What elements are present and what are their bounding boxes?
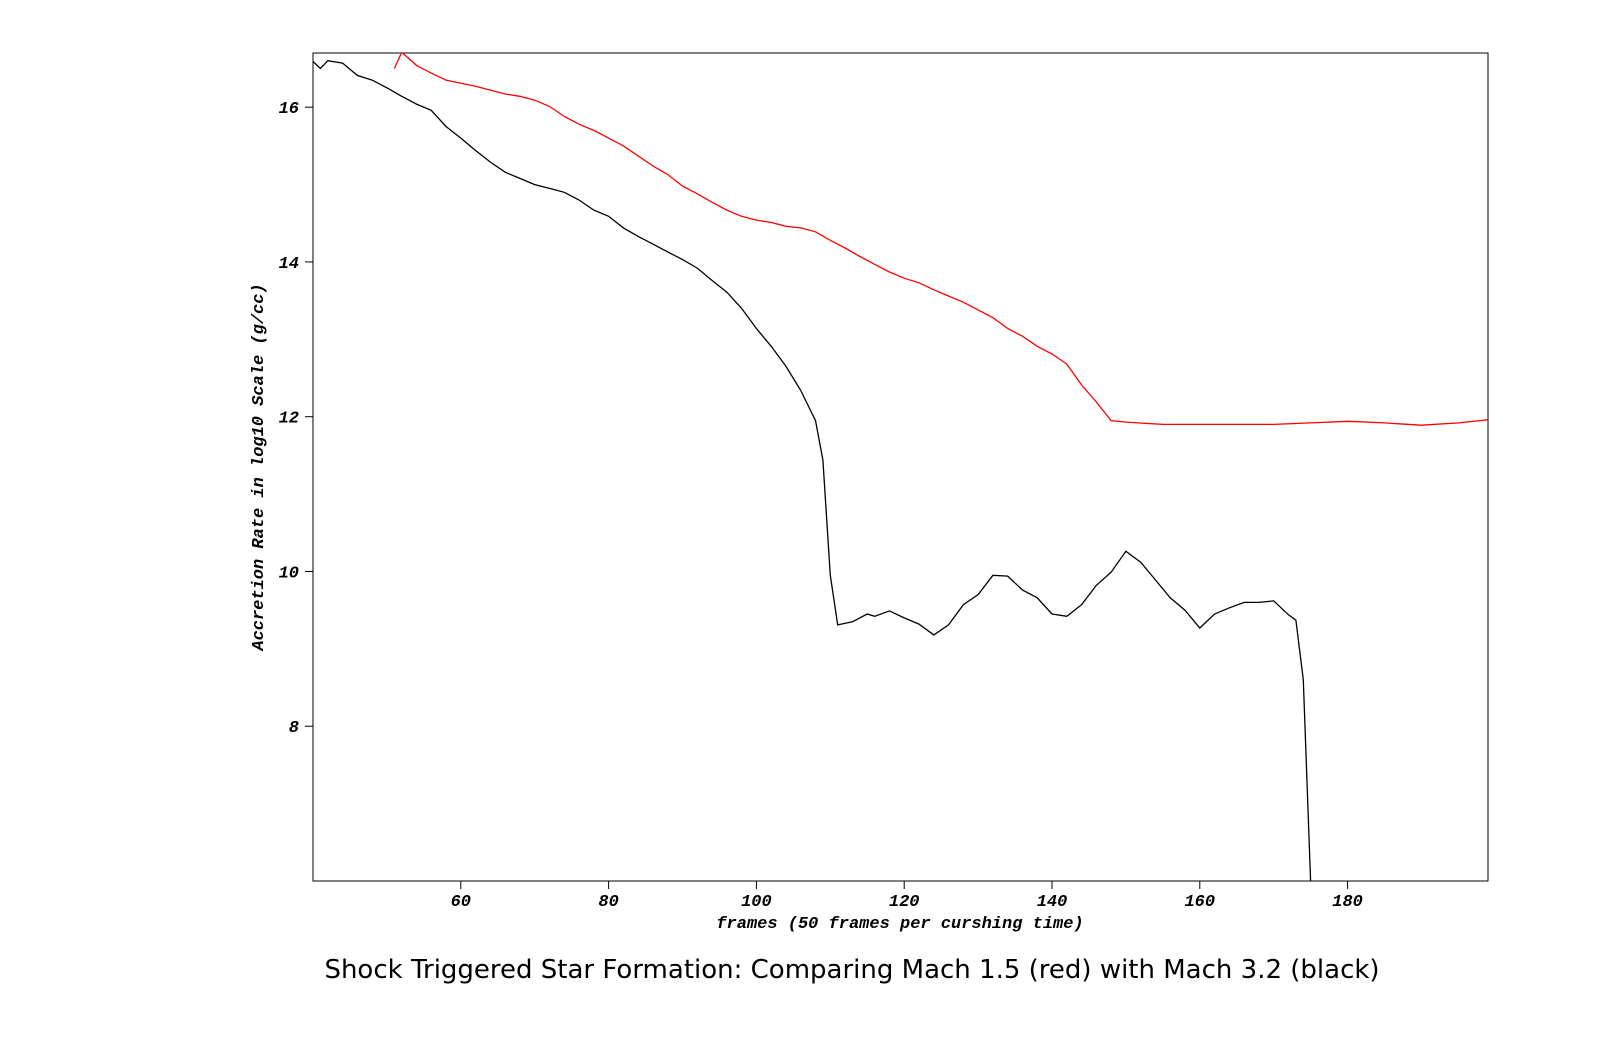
x-tick-label: 60: [451, 893, 471, 912]
y-tick-label: 12: [279, 410, 299, 429]
plot-frame: [312, 52, 1489, 882]
data-line: [393, 53, 1488, 426]
x-tick-label: 160: [1184, 893, 1215, 912]
x-tick-label: 120: [889, 893, 920, 912]
y-tick-label: 14: [279, 255, 299, 274]
x-tick-label: 140: [1037, 893, 1068, 912]
x-axis-label: frames (50 frames per curshing time): [716, 915, 1083, 934]
plot-area: [313, 53, 1488, 881]
x-tick-label: 100: [741, 893, 772, 912]
y-tick-label: 10: [279, 564, 299, 583]
y-axis-label: Accretion Rate in log10 Scale (g/cc): [250, 283, 269, 651]
x-tick-label: 80: [598, 893, 618, 912]
y-tick-label: 8: [289, 719, 299, 738]
x-tick-label: 180: [1332, 893, 1363, 912]
chart-title: Shock Triggered Star Formation: Comparin…: [324, 955, 1379, 985]
data-line: [313, 60, 1312, 881]
y-tick-label: 16: [279, 100, 299, 119]
